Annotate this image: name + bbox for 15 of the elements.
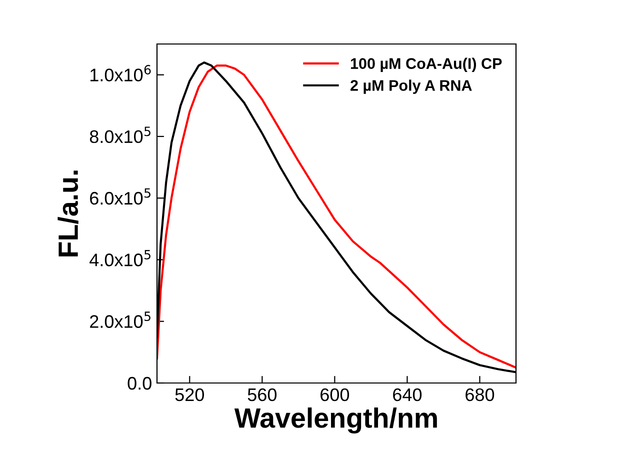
x-tick-label: 640 (393, 388, 422, 402)
x-tick-label: 600 (320, 388, 350, 402)
y-tick-label: 4.0x10$^{5}$ (90, 250, 150, 266)
y-axis-title: FL/a.u. (58, 170, 78, 256)
legend-label: 2 µM Poly A RNA (350, 80, 472, 94)
y-tick-label: 6.0x10$^{5}$ (90, 188, 150, 205)
x-tick-label: 680 (466, 388, 494, 402)
y-tick-label: 8.0x10$^{5}$ (90, 126, 150, 144)
x-axis-title: Wavelength/nm (234, 407, 437, 434)
x-tick-label: 520 (175, 388, 204, 402)
y-tick-label: 2.0x10$^{5}$ (90, 312, 150, 328)
y-tick-label: 0.0 (128, 376, 152, 390)
y-tick-label: 1.0x10$^{6}$ (90, 64, 151, 82)
legend-label: 100 µM CoA-Au(I) CP (350, 58, 502, 72)
x-tick-label: 560 (248, 388, 277, 402)
